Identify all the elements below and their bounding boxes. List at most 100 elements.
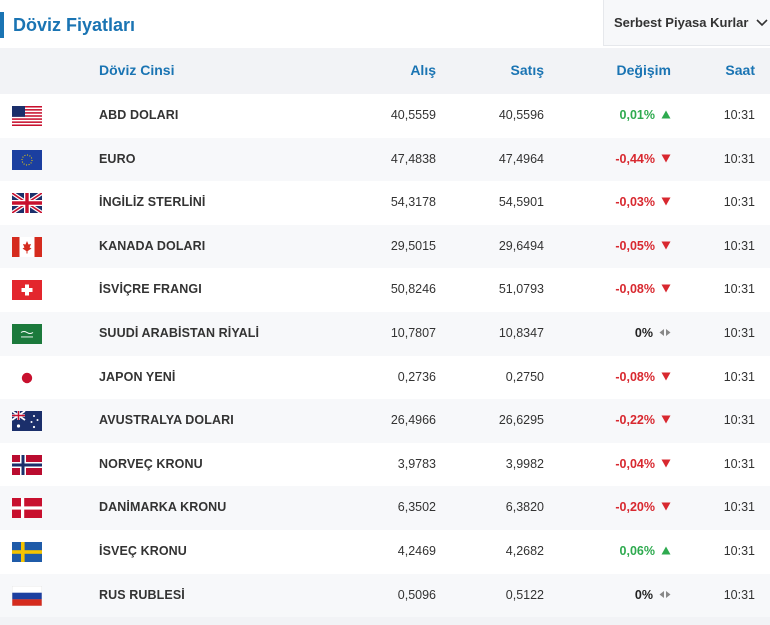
- page-title: Döviz Fiyatları: [13, 15, 136, 35]
- currency-table-body: ABD DOLARI 40,5559 40,5596 0,01% 10:31 EURO 47…: [0, 94, 770, 618]
- table-row[interactable]: AVUSTRALYA DOLARI 26,4966 26,6295 -0,22% 10:…: [0, 399, 770, 443]
- table-row[interactable]: KANADA DOLARI 29,5015 29,6494 -0,05% 10:31: [0, 224, 770, 269]
- uk-flag-icon: [12, 193, 42, 214]
- update-time: 10:31: [723, 587, 755, 602]
- currency-name[interactable]: ABD DOLARI: [99, 108, 179, 122]
- buy-price: 6,3502: [397, 500, 436, 515]
- currency-name[interactable]: DANİMARKA KRONU: [99, 500, 227, 515]
- arrow-down-icon: [661, 268, 671, 312]
- sell-price: 0,5122: [505, 587, 544, 602]
- buy-price: 54,3178: [390, 195, 436, 210]
- update-time: 10:31: [723, 195, 755, 210]
- sell-price: 47,4964: [498, 151, 544, 166]
- table-header: Döviz Cinsi Alış Satış Değişim Saat: [0, 48, 770, 94]
- dk-flag-icon: [12, 498, 42, 519]
- buy-price: 3,9783: [397, 456, 436, 471]
- buy-price: 4,2469: [397, 543, 436, 558]
- change-value: 0,01%: [620, 94, 671, 138]
- table-row[interactable]: SUUDİ ARABİSTAN RİYALİ 10,7807 10,8347 0% 10…: [0, 311, 770, 356]
- eu-flag-icon: [12, 149, 42, 170]
- arrow-flat-icon: [659, 574, 671, 618]
- sell-price: 54,5901: [498, 195, 544, 210]
- change-percent: -0,20%: [615, 500, 655, 515]
- currency-name[interactable]: EURO: [99, 151, 136, 166]
- change-percent: -0,22%: [615, 413, 655, 428]
- column-header-change[interactable]: Değişim: [616, 62, 671, 78]
- change-percent: -0,08%: [615, 369, 655, 384]
- change-value: -0,44%: [615, 138, 671, 182]
- no-flag-icon: [12, 454, 42, 475]
- market-type-dropdown[interactable]: Serbest Piyasa Kurlar: [603, 0, 770, 46]
- update-time: 10:31: [723, 325, 755, 340]
- currency-name[interactable]: İSVEÇ KRONU: [99, 543, 187, 558]
- column-header-name[interactable]: Döviz Cinsi: [99, 62, 175, 78]
- change-percent: -0,04%: [615, 456, 655, 471]
- currency-name[interactable]: RUS RUBLESİ: [99, 587, 185, 602]
- sell-price: 40,5596: [498, 108, 544, 122]
- buy-price: 50,8246: [390, 282, 436, 297]
- change-value: -0,05%: [615, 225, 671, 269]
- us-flag-icon: [12, 106, 42, 126]
- update-time: 10:31: [723, 151, 755, 166]
- ru-flag-icon: [12, 585, 42, 606]
- arrow-down-icon: [661, 225, 671, 269]
- currency-name[interactable]: AVUSTRALYA DOLARI: [99, 413, 234, 428]
- dropdown-label: Serbest Piyasa Kurlar: [614, 15, 749, 30]
- change-percent: 0%: [634, 587, 653, 602]
- title-accent-bar: [0, 12, 4, 38]
- table-row[interactable]: İNGİLİZ STERLİNİ 54,3178 54,5901 -0,03% 10:3…: [0, 181, 770, 225]
- sell-price: 4,2682: [505, 543, 544, 558]
- currency-name[interactable]: JAPON YENİ: [99, 369, 176, 384]
- currency-name[interactable]: İNGİLİZ STERLİNİ: [99, 195, 206, 210]
- se-flag-icon: [12, 541, 42, 562]
- sa-flag-icon: [12, 323, 42, 344]
- currency-name[interactable]: SUUDİ ARABİSTAN RİYALİ: [99, 325, 260, 340]
- ch-flag-icon: [12, 280, 42, 301]
- table-row[interactable]: JAPON YENİ 0,2736 0,2750 -0,08% 10:31: [0, 356, 770, 400]
- table-row[interactable]: İSVEÇ KRONU 4,2469 4,2682 0,06% 10:31: [0, 530, 770, 574]
- update-time: 10:31: [723, 238, 755, 253]
- arrow-down-icon: [661, 443, 671, 487]
- update-time: 10:31: [723, 413, 755, 428]
- change-percent: -0,08%: [615, 282, 655, 297]
- table-row[interactable]: ABD DOLARI 40,5559 40,5596 0,01% 10:31: [0, 94, 770, 138]
- table-row[interactable]: DANİMARKA KRONU 6,3502 6,3820 -0,20% 10:31: [0, 486, 770, 530]
- ca-flag-icon: [12, 236, 42, 257]
- chevron-down-icon: [756, 18, 768, 26]
- buy-price: 40,5559: [390, 108, 436, 122]
- update-time: 10:31: [723, 369, 755, 384]
- update-time: 10:31: [723, 108, 755, 122]
- update-time: 10:31: [723, 282, 755, 297]
- currency-name[interactable]: İSVİÇRE FRANGI: [99, 282, 202, 297]
- sell-price: 29,6494: [498, 238, 544, 253]
- update-time: 10:31: [723, 456, 755, 471]
- sell-price: 51,0793: [498, 282, 544, 297]
- table-row[interactable]: RUS RUBLESİ 0,5096 0,5122 0% 10:31: [0, 573, 770, 618]
- jp-flag-icon: [12, 367, 42, 388]
- column-header-buy[interactable]: Alış: [410, 62, 436, 78]
- buy-price: 0,2736: [397, 369, 436, 384]
- arrow-down-icon: [661, 399, 671, 443]
- update-time: 10:31: [723, 500, 755, 515]
- arrow-down-icon: [661, 138, 671, 182]
- buy-price: 47,4838: [390, 151, 436, 166]
- change-value: 0%: [635, 574, 671, 618]
- change-percent: 0%: [634, 325, 653, 340]
- currency-name[interactable]: NORVEÇ KRONU: [99, 456, 203, 471]
- table-row[interactable]: NORVEÇ KRONU 3,9783 3,9982 -0,04% 10:31: [0, 443, 770, 487]
- column-header-sell[interactable]: Satış: [510, 62, 544, 78]
- update-time: 10:31: [723, 543, 755, 558]
- change-percent: 0,01%: [619, 108, 655, 122]
- change-value: -0,03%: [615, 181, 671, 225]
- currency-name[interactable]: KANADA DOLARI: [99, 238, 206, 253]
- buy-price: 29,5015: [390, 238, 436, 253]
- table-footer-line: [0, 617, 770, 625]
- change-value: -0,20%: [615, 486, 671, 530]
- page-header: Döviz Fiyatları Serbest Piyasa Kurlar: [0, 0, 770, 48]
- column-header-time[interactable]: Saat: [725, 62, 755, 78]
- change-value: -0,04%: [615, 443, 671, 487]
- table-row[interactable]: İSVİÇRE FRANGI 50,8246 51,0793 -0,08% 10:31: [0, 268, 770, 312]
- table-row[interactable]: EURO 47,4838 47,4964 -0,44% 10:31: [0, 137, 770, 182]
- change-percent: -0,44%: [615, 151, 655, 166]
- arrow-up-icon: [661, 530, 671, 574]
